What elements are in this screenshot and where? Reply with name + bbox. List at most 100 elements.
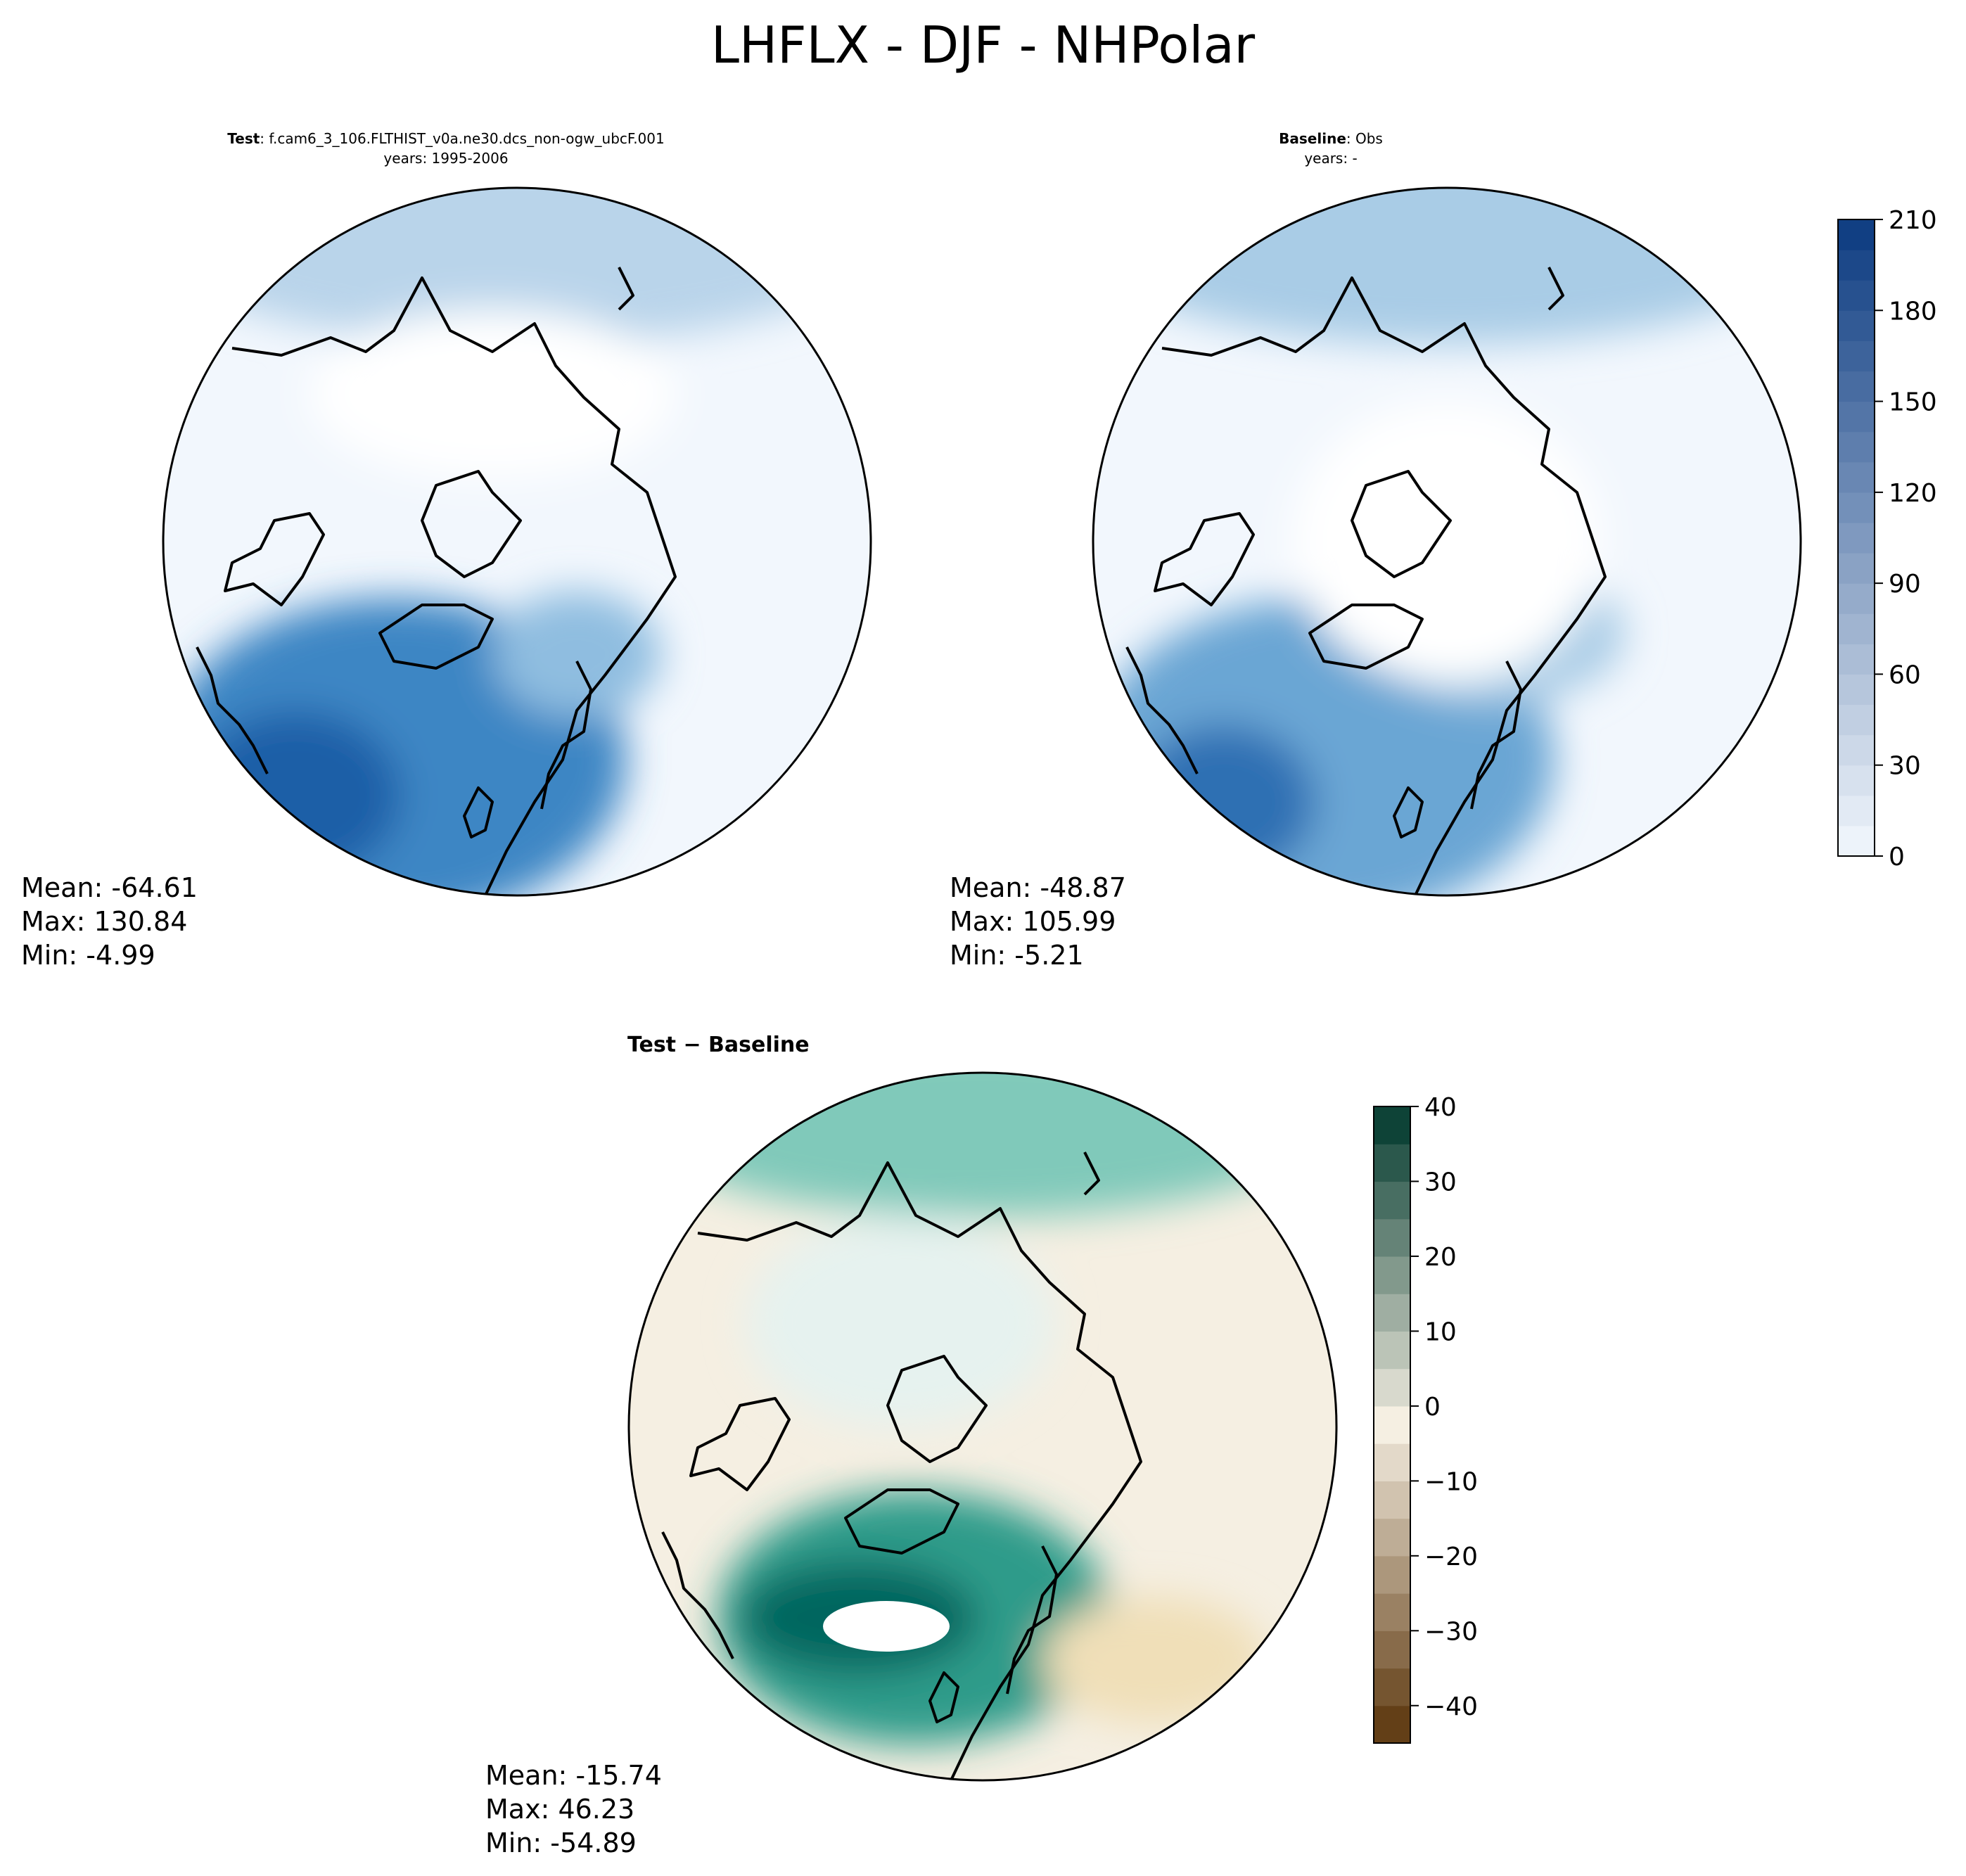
- baseline-colorbar-level-2: [1838, 765, 1875, 796]
- test-min: Min: -4.99: [21, 940, 155, 971]
- diff-colorbar-level-9: [1374, 1368, 1410, 1407]
- diff-colorbar-tick-label-5: −10: [1424, 1467, 1478, 1496]
- test-case-name: : f.cam6_3_106.FLTHIST_v0a.ne30.dcs_non-…: [260, 130, 665, 147]
- baseline-max: Max: 105.99: [950, 906, 1116, 937]
- diff-colorbar-tick-label-0: 40: [1424, 1093, 1457, 1122]
- test-max: Max: 130.84: [21, 906, 188, 937]
- baseline-colorbar-level-12: [1838, 461, 1875, 493]
- baseline-mean: Mean: -48.87: [950, 872, 1126, 903]
- diff-colorbar-level-4: [1374, 1555, 1410, 1594]
- diff-colorbar-level-14: [1374, 1181, 1410, 1220]
- test-panel-title: Test: f.cam6_3_106.FLTHIST_v0a.ne30.dcs_…: [165, 129, 727, 168]
- test-norwegian-sea: [492, 591, 661, 717]
- baseline-colorbar-level-3: [1838, 734, 1875, 766]
- diff-max: Max: 46.23: [485, 1794, 635, 1825]
- baseline-years: years: -: [1304, 150, 1358, 167]
- diff-colorbar-tick-label-3: 10: [1424, 1317, 1457, 1346]
- baseline-colorbar-frame: [1837, 219, 1875, 857]
- diff-colorbar-level-10: [1374, 1331, 1410, 1370]
- baseline-colorbar-level-18: [1838, 280, 1875, 311]
- baseline-map: [1092, 186, 1802, 897]
- test-stats: Mean: -64.61 Max: 130.84 Min: -4.99: [21, 871, 198, 972]
- baseline-case-name: : Obs: [1346, 130, 1383, 147]
- diff-colorbar-level-5: [1374, 1518, 1410, 1557]
- diff-min: Min: -54.89: [485, 1827, 637, 1858]
- diff-panel-title: Test − Baseline: [627, 1033, 810, 1057]
- baseline-arctic-low: [1292, 401, 1602, 682]
- diff-colorbar-level-2: [1374, 1631, 1410, 1669]
- baseline-coastlines: [1125, 267, 1607, 895]
- diff-colorbar: 40 30 20 10 0 −10 −20 −30 −40: [1373, 1093, 1478, 1744]
- baseline-colorbar-level-20: [1838, 219, 1875, 250]
- baseline-colorbar-tick-label-0: 0: [1889, 843, 1905, 872]
- baseline-colorbar-tick-label-5: 150: [1889, 388, 1937, 417]
- diff-coastlines: [661, 1151, 1142, 1780]
- diff-mean: Mean: -15.74: [485, 1760, 662, 1791]
- test-coastlines: [196, 267, 677, 895]
- baseline-colorbar-tick-label-2: 60: [1889, 661, 1921, 689]
- test-label: Test: [227, 130, 260, 147]
- baseline-colorbar-level-0: [1838, 825, 1875, 857]
- diff-arctic-slight: [746, 1217, 1055, 1428]
- diff-colorbar-level-11: [1374, 1294, 1410, 1332]
- diff-colorbar-tick-label-4: 0: [1424, 1393, 1441, 1422]
- baseline-stats: Mean: -48.87 Max: 105.99 Min: -5.21: [950, 871, 1126, 972]
- test-mean: Mean: -64.61: [21, 872, 198, 903]
- baseline-colorbar-level-11: [1838, 492, 1875, 523]
- baseline-map-boundary: [1092, 186, 1802, 897]
- diff-above-range-spot: [823, 1601, 950, 1652]
- diff-colorbar-level-12: [1374, 1256, 1410, 1294]
- baseline-colorbar-level-14: [1838, 401, 1875, 433]
- baseline-colorbar: 0 30 60 90 120 150 180 210: [1837, 206, 1937, 872]
- diff-colorbar-level-1: [1374, 1668, 1410, 1706]
- test-map-boundary: [162, 186, 872, 897]
- baseline-colorbar-tick-label-1: 30: [1889, 752, 1921, 781]
- figure-title: LHFLX - DJF - NHPolar: [710, 15, 1256, 75]
- baseline-colorbar-level-6: [1838, 644, 1875, 675]
- baseline-pacific-band: [1093, 188, 1801, 345]
- diff-colorbar-frame: [1373, 1106, 1411, 1744]
- baseline-colorbar-level-16: [1838, 340, 1875, 372]
- diff-map-boundary: [627, 1071, 1338, 1782]
- baseline-colorbar-level-15: [1838, 371, 1875, 402]
- diff-colorbar-level-0: [1374, 1705, 1410, 1744]
- diff-colorbar-tick-label-8: −40: [1424, 1692, 1478, 1721]
- diff-map: [627, 1071, 1338, 1782]
- baseline-min: Min: -5.21: [950, 940, 1084, 971]
- baseline-colorbar-tick-label-4: 120: [1889, 479, 1937, 508]
- diff-colorbar-level-3: [1374, 1593, 1410, 1631]
- baseline-colorbar-tick-label-6: 180: [1889, 297, 1937, 326]
- diff-colorbar-level-8: [1374, 1405, 1410, 1444]
- baseline-colorbar-level-8: [1838, 583, 1875, 614]
- test-years: years: 1995-2006: [383, 150, 509, 167]
- test-map: [162, 186, 872, 897]
- diff-colorbar-level-7: [1374, 1443, 1410, 1481]
- baseline-colorbar-level-4: [1838, 704, 1875, 736]
- baseline-colorbar-level-5: [1838, 674, 1875, 706]
- baseline-colorbar-level-19: [1838, 250, 1875, 281]
- diff-field: [629, 1073, 1336, 1780]
- diff-colorbar-tick-label-1: 30: [1424, 1168, 1457, 1197]
- diff-colorbar-level-13: [1374, 1218, 1410, 1257]
- test-arctic-low: [309, 310, 675, 478]
- baseline-colorbar-tick-label-7: 210: [1889, 206, 1937, 235]
- diff-colorbar-level-15: [1374, 1144, 1410, 1182]
- diff-pacific-band: [645, 1073, 1320, 1217]
- diff-stats: Mean: -15.74 Max: 46.23 Min: -54.89: [485, 1759, 662, 1860]
- baseline-field: [1093, 188, 1801, 895]
- diff-colorbar-tick-label-2: 20: [1424, 1243, 1457, 1272]
- baseline-colorbar-tick-label-3: 90: [1889, 570, 1921, 599]
- diff-colorbar-level-16: [1374, 1106, 1410, 1144]
- diff-europe-negative: [1041, 1597, 1266, 1723]
- baseline-colorbar-level-9: [1838, 553, 1875, 584]
- baseline-panel-title: Baseline: Obs years: -: [1162, 129, 1500, 168]
- baseline-colorbar-level-1: [1838, 795, 1875, 827]
- baseline-colorbar-level-17: [1838, 310, 1875, 341]
- baseline-colorbar-level-13: [1838, 431, 1875, 463]
- test-pacific-band: [163, 188, 871, 345]
- diff-colorbar-tick-label-7: −30: [1424, 1617, 1478, 1646]
- baseline-label: Baseline: [1279, 130, 1346, 147]
- diff-colorbar-level-6: [1374, 1481, 1410, 1519]
- diff-colorbar-tick-label-6: −20: [1424, 1543, 1478, 1571]
